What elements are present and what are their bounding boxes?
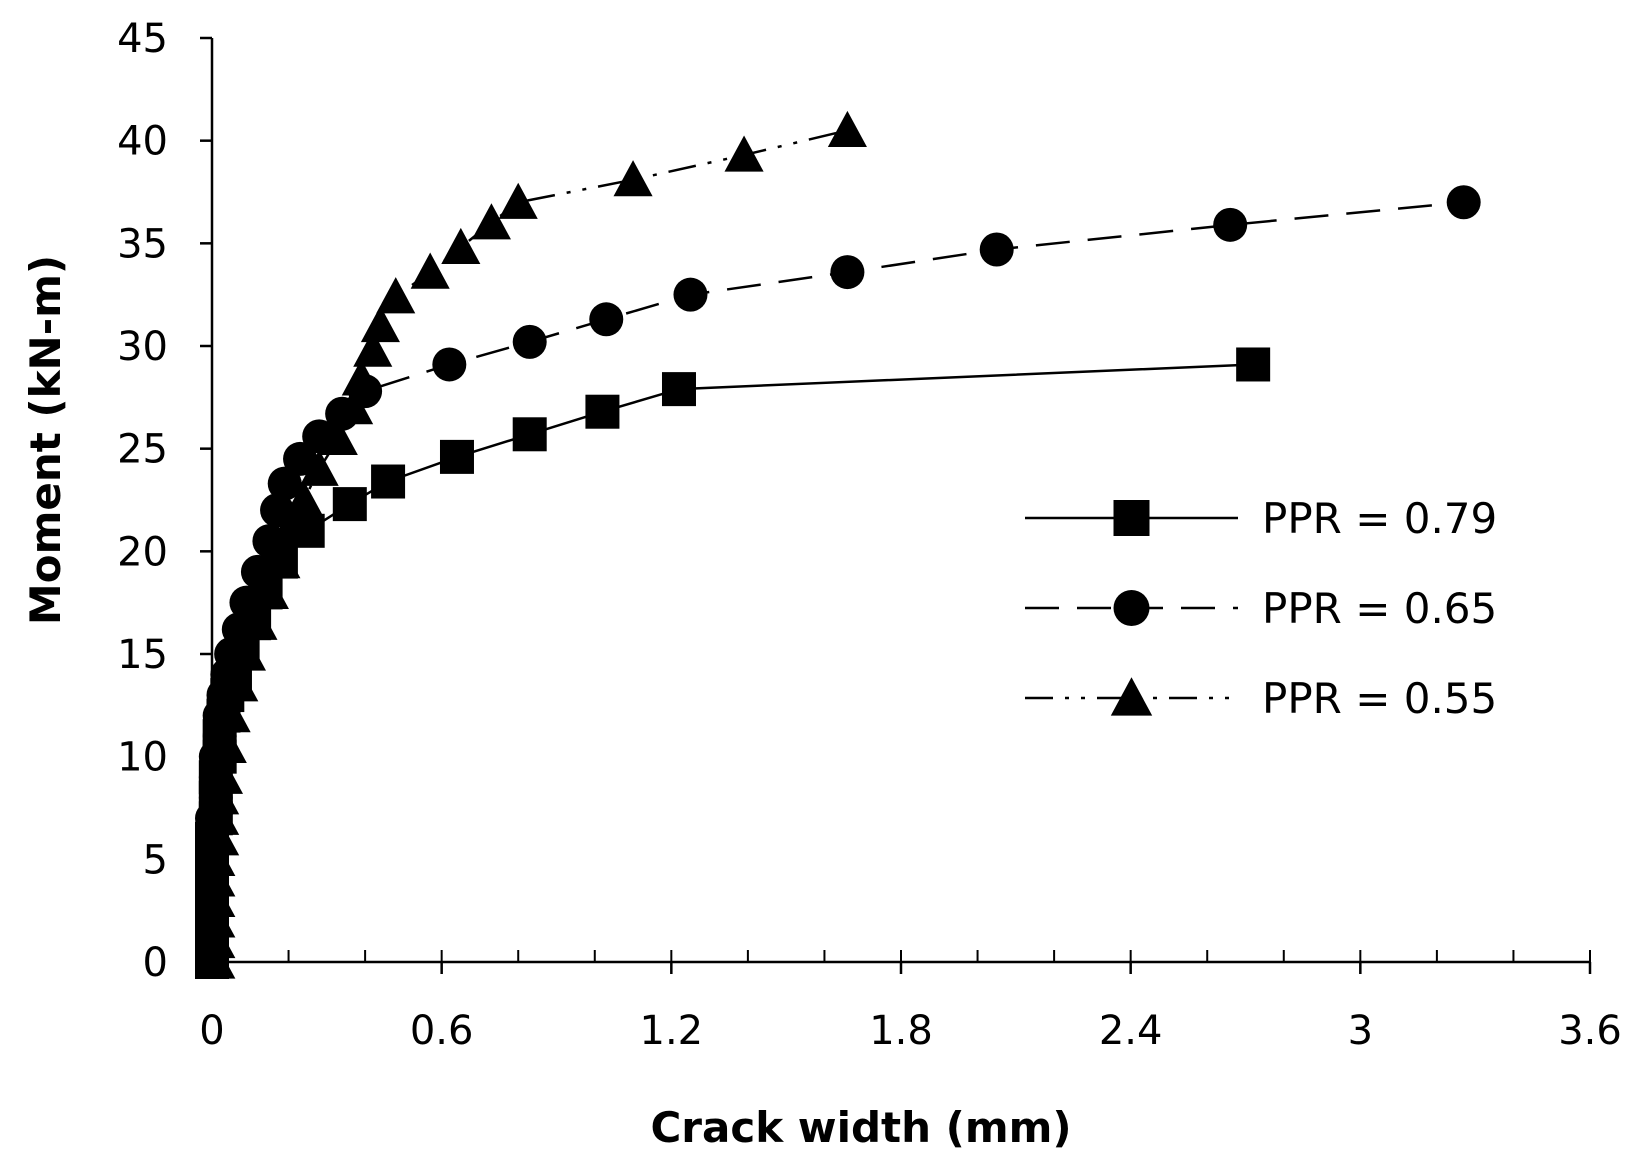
data-point — [439, 439, 474, 474]
legend-item: PPR = 0.79 — [1025, 494, 1497, 543]
legend-label: PPR = 0.79 — [1262, 494, 1497, 543]
legend-marker — [1110, 677, 1153, 716]
data-point — [613, 160, 653, 197]
data-point — [196, 901, 236, 938]
data-point — [196, 921, 236, 959]
legend-item: PPR = 0.55 — [1025, 674, 1497, 723]
x-tick-label: 3 — [1348, 1008, 1373, 1054]
series-ppr-0-79 — [195, 347, 1271, 979]
data-point — [238, 603, 278, 640]
data-point — [334, 388, 374, 425]
x-tick-label: 2.4 — [1099, 1008, 1163, 1054]
y-tick-label: 40 — [117, 119, 168, 165]
x-tick-label: 1.8 — [869, 1008, 933, 1054]
data-point — [979, 232, 1014, 267]
y-tick-label: 20 — [117, 529, 168, 575]
data-point — [724, 135, 764, 172]
data-point — [376, 277, 416, 314]
y-tick-label: 0 — [143, 940, 168, 986]
x-tick-label: 1.2 — [640, 1008, 704, 1054]
y-tick-label: 25 — [117, 427, 168, 473]
data-point — [283, 441, 318, 476]
legend: PPR = 0.79 PPR = 0.65 PPR = 0.55 — [1025, 494, 1497, 723]
legend-marker — [1113, 500, 1150, 536]
data-point — [830, 255, 865, 290]
data-point — [196, 860, 236, 897]
data-point — [249, 572, 289, 610]
data-point — [196, 839, 236, 876]
axes: 0 5 10 15 20 25 30 35 40 45 0 0.6 1.2 1.8 2.4 3 3.6 — [117, 16, 1622, 1054]
data-point — [284, 480, 324, 517]
data-point — [471, 203, 511, 240]
y-tick-label: 35 — [117, 221, 168, 267]
data-point — [332, 487, 367, 522]
data-point — [512, 417, 547, 452]
data-point — [226, 634, 266, 671]
y-tick-label: 5 — [143, 837, 168, 883]
data-point — [360, 305, 400, 343]
data-point — [219, 665, 259, 702]
data-point — [200, 778, 240, 815]
data-point — [299, 449, 339, 486]
x-tick-label: 3.6 — [1558, 1008, 1622, 1054]
data-point — [196, 942, 236, 979]
data-point — [196, 880, 236, 918]
data-point — [200, 798, 240, 835]
data-point — [261, 542, 301, 579]
data-point — [203, 757, 244, 794]
data-point — [498, 182, 538, 219]
y-tick-label: 45 — [117, 16, 168, 62]
legend-marker — [1113, 590, 1150, 626]
data-point — [1213, 207, 1248, 242]
data-point — [269, 511, 309, 548]
y-tick-label: 30 — [117, 324, 168, 370]
data-point — [1446, 185, 1481, 220]
y-tick-label: 15 — [117, 632, 168, 678]
data-point — [1236, 347, 1271, 382]
data-point — [267, 466, 302, 501]
series-line — [210, 363, 1254, 962]
x-axis-title: Crack width (mm) — [650, 1103, 1071, 1152]
series-ppr-0-55 — [196, 110, 867, 979]
x-tick-label: 0 — [199, 1008, 224, 1054]
data-point — [207, 726, 247, 764]
y-axis-title: Moment (kN-m) — [21, 255, 70, 625]
data-point — [318, 418, 358, 456]
data-point — [512, 324, 547, 359]
legend-label: PPR = 0.55 — [1262, 674, 1497, 723]
series-line — [210, 201, 1464, 962]
data-point — [353, 330, 393, 367]
legend-item: PPR = 0.65 — [1025, 584, 1497, 633]
x-tick-label: 0.6 — [410, 1008, 474, 1054]
data-point — [589, 302, 624, 337]
data-point — [200, 819, 240, 856]
data-point — [441, 227, 481, 265]
data-point — [410, 252, 450, 289]
series-layer — [195, 110, 1481, 979]
data-point — [827, 110, 867, 148]
data-point — [211, 696, 251, 733]
data-point — [432, 347, 467, 382]
data-point — [673, 277, 708, 312]
data-point — [585, 394, 620, 429]
y-tick-label: 10 — [117, 735, 168, 781]
legend-label: PPR = 0.65 — [1262, 584, 1497, 633]
data-point — [371, 464, 406, 499]
data-point — [341, 359, 381, 396]
data-point — [661, 372, 696, 407]
